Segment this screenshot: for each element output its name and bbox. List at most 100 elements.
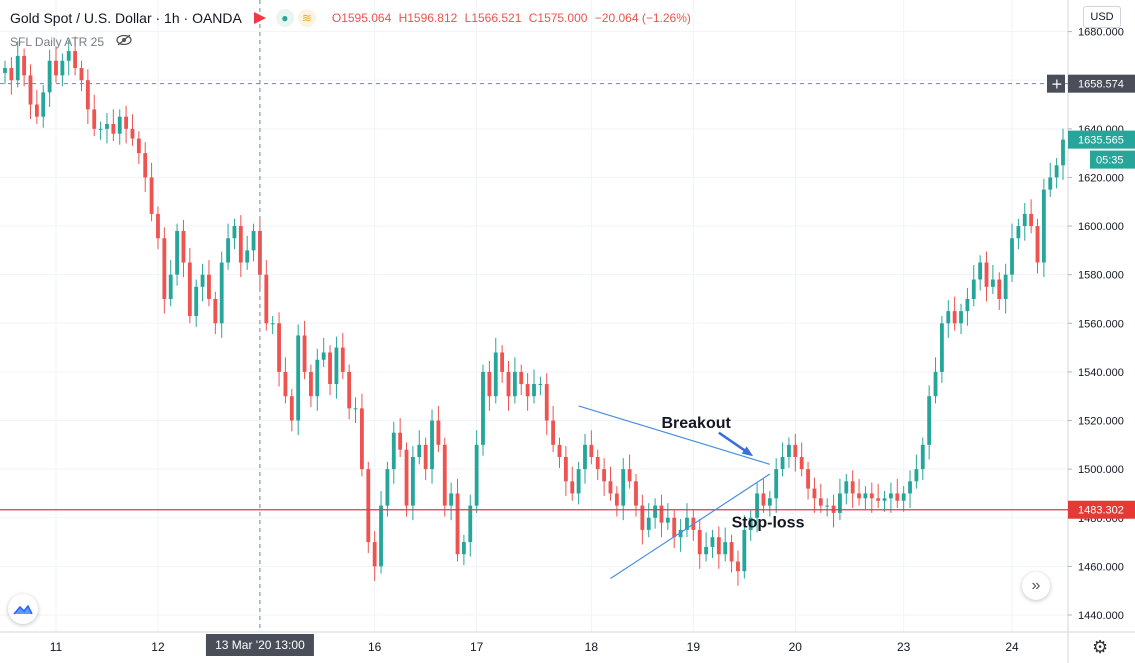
candle-body — [914, 469, 919, 482]
candle-body — [124, 116, 129, 129]
candle-body — [404, 449, 409, 506]
candle-body — [85, 80, 90, 110]
breakout-label[interactable]: Breakout — [661, 415, 731, 432]
scroll-to-realtime-button[interactable]: » — [1022, 572, 1050, 600]
change-value: −20.064 (−1.26%) — [594, 11, 691, 25]
candle-body — [66, 51, 71, 61]
eye-off-icon[interactable] — [116, 34, 132, 49]
candle-body — [838, 493, 842, 513]
candle-body — [710, 537, 715, 547]
candle-body — [213, 298, 218, 324]
candle-body — [595, 456, 600, 470]
wave-icon[interactable]: ≋ — [297, 9, 316, 27]
candle-body — [175, 230, 179, 275]
flag-icon[interactable] — [253, 12, 266, 24]
candle-body — [130, 128, 135, 139]
candle-body — [200, 274, 205, 287]
candle-body — [423, 444, 428, 470]
candles — [3, 36, 1065, 586]
candle-body — [863, 493, 868, 499]
candle-body — [117, 116, 122, 134]
symbol-title[interactable]: Gold Spot / U.S. Dollar · 1h · OANDA — [10, 10, 242, 26]
candle-body — [136, 138, 141, 154]
candle-body — [436, 420, 441, 445]
time-tick-label: 17 — [470, 640, 484, 654]
candle-body — [787, 444, 791, 457]
candle-body — [646, 517, 651, 530]
candle-body — [927, 396, 932, 445]
candle-body — [105, 123, 109, 129]
candle-body — [493, 352, 498, 397]
candle-body — [328, 352, 332, 385]
plus-icon[interactable]: + — [1051, 77, 1063, 93]
price-axis[interactable]: 1680.0001660.0001640.0001620.0001600.000… — [1047, 27, 1135, 622]
price-tick-label: 1580.000 — [1078, 270, 1124, 282]
candle-body — [952, 311, 957, 324]
time-axis[interactable]: 1112131617181920232413 Mar '20 13:00 — [50, 634, 1019, 656]
candle-body — [1054, 165, 1059, 178]
candle-body — [812, 488, 817, 499]
candle-body — [576, 469, 581, 494]
candle-body — [3, 68, 7, 73]
candle-body — [640, 505, 645, 530]
candle-body — [895, 493, 900, 501]
candle-body — [398, 432, 403, 450]
last-price-label: 1635.565 — [1078, 135, 1124, 147]
candle-body — [366, 469, 371, 543]
lower-trendline[interactable] — [610, 473, 771, 580]
candle-body — [347, 371, 352, 409]
add-alert-button[interactable] — [1047, 74, 1065, 93]
upper-trendline[interactable] — [578, 405, 770, 465]
candle-body — [385, 469, 390, 506]
currency-button[interactable]: USD — [1083, 6, 1121, 28]
price-tick-label: 1500.000 — [1078, 464, 1124, 476]
candle-body — [162, 238, 167, 299]
candle-body — [315, 359, 320, 397]
countdown-bg — [1090, 150, 1135, 169]
candle-body — [334, 347, 339, 385]
indicator-label[interactable]: SFL Daily ATR 25 — [10, 34, 105, 49]
candle-body — [882, 498, 887, 501]
candle-body — [1029, 213, 1034, 227]
candle-body — [258, 230, 262, 275]
price-tick-label: 1680.000 — [1078, 27, 1124, 39]
candle-body — [997, 279, 1002, 299]
candle-body — [455, 493, 460, 555]
candle-body — [939, 323, 944, 372]
time-tick-label: 23 — [897, 640, 911, 654]
candle-body — [340, 347, 345, 372]
crosshair-time-label: 13 Mar '20 13:00 — [215, 638, 305, 652]
candle-body — [410, 456, 415, 506]
candle-body — [767, 498, 772, 506]
candle-body — [978, 262, 983, 280]
time-tick-label: 16 — [368, 640, 382, 654]
candle-body — [723, 542, 728, 555]
arrow-head-icon — [741, 446, 754, 457]
candle-body — [876, 498, 881, 501]
candle-body — [825, 505, 830, 507]
candle-body — [92, 109, 97, 129]
candle-body — [219, 262, 224, 324]
candle-body — [583, 444, 587, 470]
candle-body — [251, 230, 256, 251]
candle-body — [672, 517, 677, 538]
time-tick-label: 24 — [1005, 640, 1019, 654]
candle-body — [168, 274, 173, 299]
candle-body — [748, 517, 753, 530]
candle-body — [143, 153, 148, 178]
candle-body — [990, 279, 995, 287]
candle-body — [9, 68, 14, 81]
candle-body — [296, 335, 301, 421]
dot-icon[interactable]: ● — [275, 9, 294, 27]
candle-body — [60, 60, 65, 76]
candle-body — [481, 371, 485, 445]
gear-icon[interactable]: ⚙ — [1092, 637, 1109, 657]
candle-body — [908, 481, 912, 494]
stop-loss-label[interactable]: Stop-loss — [732, 514, 805, 531]
candle-body — [557, 444, 562, 457]
candle-body — [391, 432, 396, 470]
time-tick-label: 18 — [585, 640, 599, 654]
tradingview-logo-icon[interactable] — [8, 594, 38, 624]
candle-body — [755, 493, 759, 518]
